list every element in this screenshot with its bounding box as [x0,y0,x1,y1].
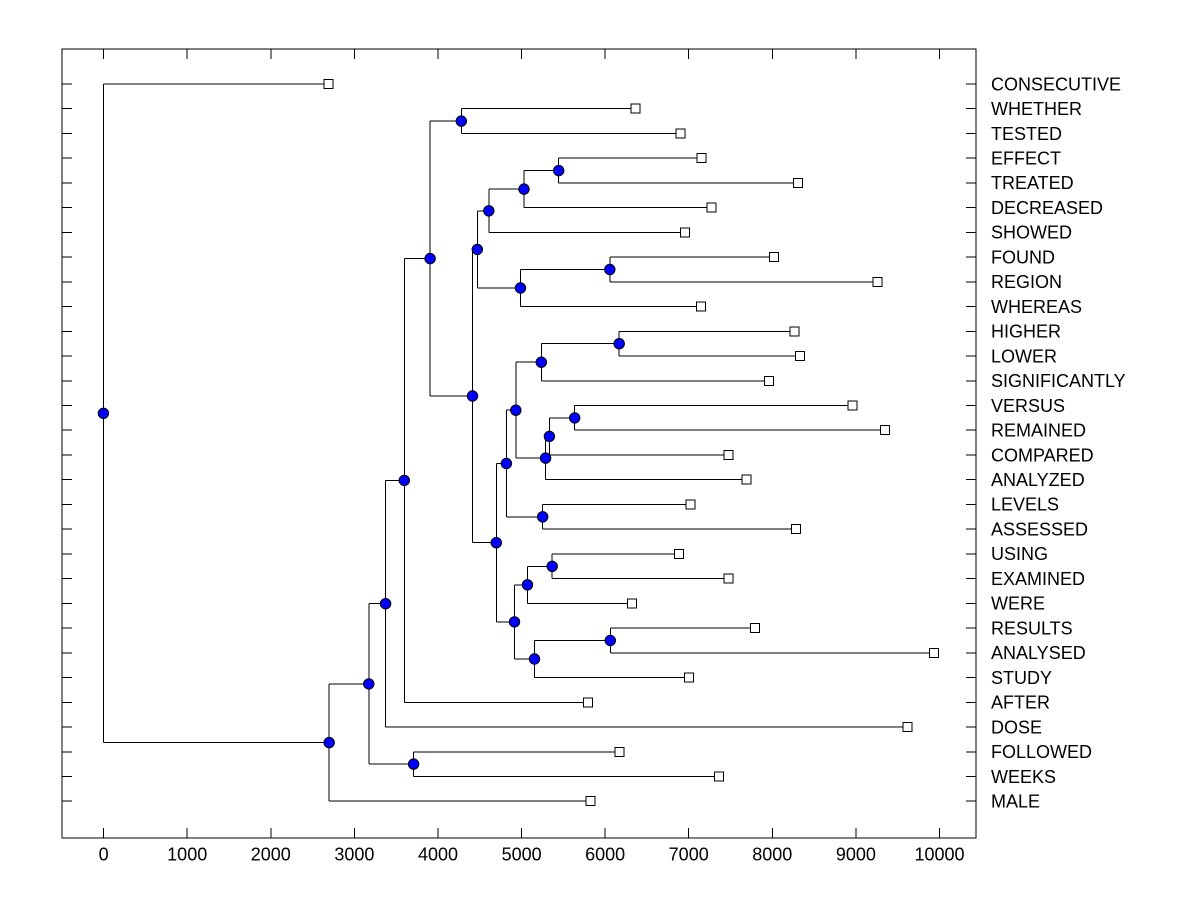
svg-text:1000: 1000 [167,845,207,865]
svg-text:ASSESSED: ASSESSED [991,520,1088,540]
svg-text:7000: 7000 [669,845,709,865]
svg-text:REGION: REGION [991,272,1062,292]
svg-text:ANALYZED: ANALYZED [991,470,1085,490]
svg-text:6000: 6000 [585,845,625,865]
svg-text:REMAINED: REMAINED [991,421,1086,441]
svg-text:3000: 3000 [334,845,374,865]
svg-text:AFTER: AFTER [991,693,1050,713]
svg-text:SHOWED: SHOWED [991,223,1072,243]
svg-text:LOWER: LOWER [991,346,1057,366]
svg-text:VERSUS: VERSUS [991,396,1065,416]
svg-text:ANALYSED: ANALYSED [991,643,1086,663]
svg-text:MALE: MALE [991,792,1040,812]
svg-text:9000: 9000 [836,845,876,865]
svg-text:5000: 5000 [502,845,542,865]
svg-text:DECREASED: DECREASED [991,198,1103,218]
svg-text:RESULTS: RESULTS [991,618,1073,638]
svg-text:WHEREAS: WHEREAS [991,297,1082,317]
svg-text:WHETHER: WHETHER [991,99,1082,119]
svg-text:DOSE: DOSE [991,717,1042,737]
svg-text:CONSECUTIVE: CONSECUTIVE [991,74,1121,94]
svg-text:WERE: WERE [991,594,1045,614]
svg-text:TREATED: TREATED [991,173,1074,193]
svg-text:SIGNIFICANTLY: SIGNIFICANTLY [991,371,1126,391]
svg-text:TESTED: TESTED [991,124,1062,144]
svg-text:FOLLOWED: FOLLOWED [991,742,1092,762]
svg-text:10000: 10000 [914,845,964,865]
svg-text:COMPARED: COMPARED [991,445,1094,465]
svg-text:EXAMINED: EXAMINED [991,569,1085,589]
svg-text:4000: 4000 [418,845,458,865]
svg-text:0: 0 [99,845,109,865]
svg-text:2000: 2000 [251,845,291,865]
svg-text:8000: 8000 [752,845,792,865]
svg-text:STUDY: STUDY [991,668,1052,688]
svg-text:EFFECT: EFFECT [991,149,1061,169]
svg-text:LEVELS: LEVELS [991,495,1059,515]
svg-text:WEEKS: WEEKS [991,767,1056,787]
svg-text:HIGHER: HIGHER [991,322,1061,342]
svg-text:FOUND: FOUND [991,247,1055,267]
svg-text:USING: USING [991,544,1048,564]
